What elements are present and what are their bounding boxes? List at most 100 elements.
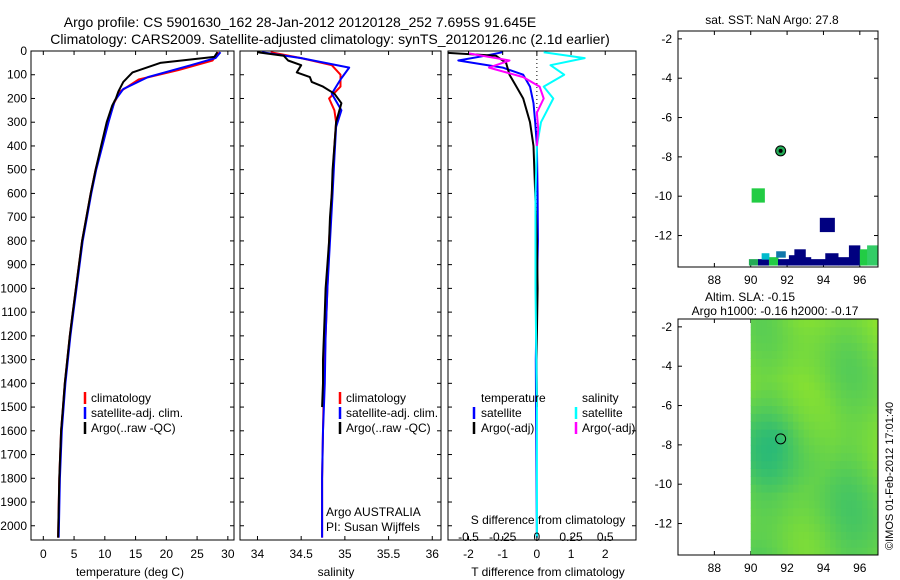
map-grid-cell — [750, 358, 757, 367]
map-grid-cell — [835, 397, 842, 407]
map-grid-cell — [798, 476, 805, 485]
map-grid-cell — [840, 342, 847, 351]
map-grid-cell — [756, 484, 762, 493]
map-grid-cell — [859, 249, 868, 266]
map-grid-cell — [830, 452, 837, 462]
map-grid-cell — [756, 437, 762, 446]
map-grid-cell — [862, 499, 868, 509]
map-grid-cell — [856, 499, 863, 509]
map-grid-cell — [756, 405, 762, 414]
map-grid-cell — [771, 452, 778, 462]
map-grid-cell — [830, 366, 837, 375]
map-grid-cell — [851, 507, 858, 517]
map-grid-cell — [766, 374, 773, 383]
map-grid-cell — [803, 326, 810, 336]
map-grid-cell — [867, 358, 874, 367]
map-grid-cell — [782, 460, 789, 469]
map-grid-cell — [809, 515, 815, 525]
map-grid-cell — [771, 326, 778, 336]
map-grid-cell — [756, 547, 762, 555]
map-grid-cell — [793, 358, 799, 367]
map-grid-cell — [867, 350, 874, 359]
legend-temperature-title: temperature — [481, 391, 546, 405]
map-grid-cell — [777, 326, 784, 336]
legend-climatology-label: climatology — [91, 391, 151, 405]
map-grid-cell — [846, 484, 852, 493]
map-grid-cell — [872, 421, 878, 430]
map-grid-cell — [766, 389, 773, 399]
map-grid-cell — [846, 429, 852, 438]
map-grid-cell — [872, 523, 878, 532]
map-grid-cell — [862, 437, 868, 446]
map-grid-cell — [782, 531, 789, 540]
map-grid-cell — [798, 389, 805, 399]
map-grid-cell — [835, 507, 842, 517]
temperature-legend: climatology satellite-adj. clim. Argo(..… — [83, 391, 183, 435]
map-grid-cell — [867, 413, 874, 422]
map-grid-cell — [872, 539, 878, 548]
map-grid-cell — [814, 366, 821, 375]
map-grid-cell — [835, 358, 842, 367]
map-grid-cell — [867, 452, 874, 462]
series-line-t-satellite — [457, 51, 539, 538]
map-grid-cell — [766, 452, 773, 462]
map-grid-cell — [803, 358, 810, 367]
map-grid-cell — [848, 245, 861, 266]
map-grid-cell — [867, 342, 874, 351]
map-grid-cell — [777, 531, 784, 540]
depth-tick-label: 200 — [7, 91, 27, 105]
map-grid-cell — [862, 460, 868, 469]
map-grid-cell — [819, 452, 826, 462]
map-grid-cell — [830, 531, 837, 540]
map-grid-cell — [761, 547, 768, 555]
map-grid-cell — [782, 350, 789, 359]
map-grid-cell — [771, 381, 778, 391]
map-grid-cell — [750, 405, 757, 414]
map-grid-cell — [872, 507, 878, 517]
map-lat-tick-label: -8 — [661, 150, 672, 164]
map-grid-cell — [787, 358, 794, 367]
map-grid-cell — [803, 319, 810, 328]
map-grid-cell — [814, 358, 821, 367]
map-grid-cell — [840, 437, 847, 446]
map-grid-cell — [846, 492, 852, 501]
map-grid-cell — [793, 437, 799, 446]
map-grid-cell — [867, 468, 874, 477]
map-lon-tick-label: 96 — [853, 561, 867, 575]
map-grid-cell — [777, 374, 784, 383]
map-grid-cell — [766, 523, 773, 532]
map-grid-cell — [851, 437, 858, 446]
map-grid-cell — [846, 437, 852, 446]
map-grid-cell — [862, 484, 868, 493]
map-lat-tick-label: -10 — [655, 477, 673, 491]
map-grid-cell — [777, 539, 784, 548]
map-grid-cell — [803, 366, 810, 375]
map-grid-cell — [824, 413, 831, 422]
legend-satellite-label: satellite-adj. clim. — [91, 406, 183, 420]
map-grid-cell — [856, 547, 863, 555]
map-grid-cell — [766, 460, 773, 469]
map-grid-cell — [766, 413, 773, 422]
map-grid-cell — [787, 476, 794, 485]
map-grid-cell — [766, 437, 773, 446]
map-grid-cell — [750, 484, 757, 493]
map-grid-cell — [856, 444, 863, 454]
map-grid-cell — [867, 499, 874, 509]
map-grid-cell — [766, 444, 773, 454]
map-grid-cell — [830, 515, 837, 525]
map-grid-cell — [782, 413, 789, 422]
map-grid-cell — [798, 326, 805, 336]
map-grid-cell — [840, 381, 847, 391]
depth-tick-label: 600 — [7, 186, 27, 200]
salinity-legend: climatology satellite-adj. clim. Argo(..… — [338, 391, 438, 435]
map-grid-cell — [793, 350, 799, 359]
map-grid-cell — [756, 319, 762, 328]
map-grid-cell — [750, 413, 757, 422]
map-grid-cell — [840, 405, 847, 414]
map-grid-cell — [856, 413, 863, 422]
map-grid-cell — [771, 413, 778, 422]
series-line-climatology — [270, 51, 342, 538]
map-grid-cell — [830, 319, 837, 328]
map-grid-cell — [819, 405, 826, 414]
map-grid-cell — [862, 531, 868, 540]
